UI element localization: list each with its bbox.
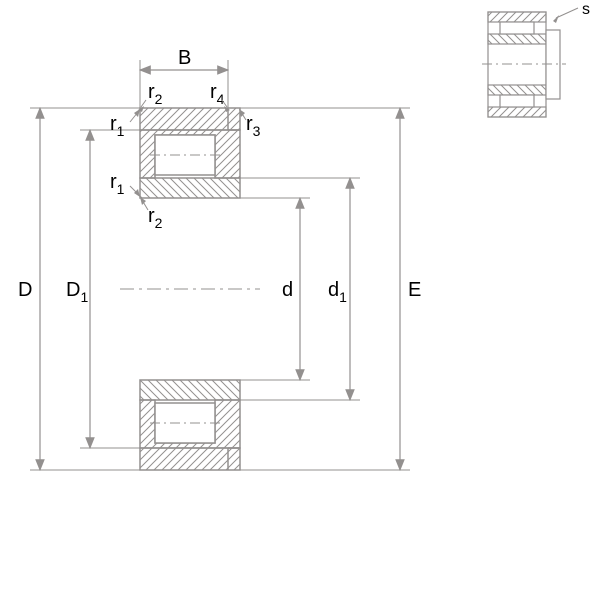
label-D1: D1: [66, 279, 88, 305]
label-B: B: [178, 47, 191, 69]
label-s: s: [582, 1, 590, 18]
label-r2-top: r2: [148, 81, 163, 107]
bearing-diagram: s B: [0, 0, 600, 600]
label-d: d: [282, 279, 293, 301]
label-r1-bot: r1: [110, 171, 125, 197]
label-r1-top: r1: [110, 113, 125, 139]
label-r2-bot: r2: [148, 205, 163, 231]
label-d1: d1: [328, 279, 347, 305]
label-D: D: [18, 279, 32, 301]
thumbnail-view: s: [482, 1, 590, 117]
main-section: B D D1 d d1 E r2 r4: [18, 47, 421, 470]
label-E: E: [408, 279, 421, 301]
label-r4: r4: [210, 81, 225, 107]
label-r3: r3: [246, 113, 261, 139]
